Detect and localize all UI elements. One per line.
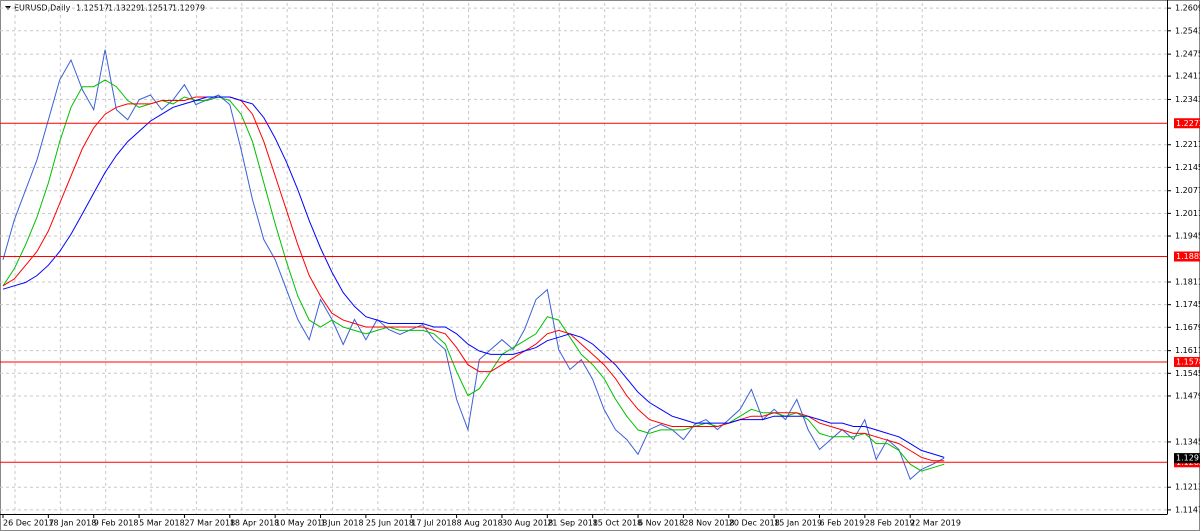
x-tick-label: 15 Jan 2019 bbox=[774, 519, 822, 528]
x-tick-label: 5 Mar 2018 bbox=[139, 519, 185, 528]
y-tick-label: 1.21450 bbox=[1175, 163, 1200, 172]
high: 1.13229 bbox=[108, 4, 141, 13]
level-label: 1.22736 bbox=[1176, 119, 1200, 128]
x-tick-label: 28 Nov 2018 bbox=[683, 519, 734, 528]
x-tick-label: 8 Aug 2018 bbox=[457, 519, 503, 528]
level-tag bbox=[1174, 118, 1200, 129]
y-tick-label: 1.16790 bbox=[1175, 323, 1200, 332]
y-tick-label: 1.17450 bbox=[1175, 300, 1200, 309]
y-tick-label: 1.25430 bbox=[1175, 26, 1200, 35]
x-tick-label: 6 Nov 2018 bbox=[638, 519, 684, 528]
x-tick-label: 25 Jun 2018 bbox=[366, 519, 414, 528]
level-tag bbox=[1174, 356, 1200, 367]
y-tick-label: 1.20770 bbox=[1175, 186, 1200, 195]
x-tick-label: 30 Aug 2018 bbox=[502, 519, 553, 528]
x-tick-label: 9 Feb 2018 bbox=[94, 519, 139, 528]
level-label: 1.15780 bbox=[1176, 357, 1200, 366]
x-tick-label: 10 May 2018 bbox=[275, 519, 327, 528]
series-line bbox=[2, 96, 945, 462]
x-tick-label: 22 Mar 2019 bbox=[910, 519, 961, 528]
y-tick-label: 1.12130 bbox=[1175, 483, 1200, 492]
y-tick-label: 1.24110 bbox=[1175, 72, 1200, 81]
x-tick-label: 1 Jun 2018 bbox=[321, 519, 364, 528]
x-tick-label: 17 Jul 2018 bbox=[411, 519, 456, 528]
price-tag bbox=[1174, 453, 1200, 464]
level-tag bbox=[1174, 251, 1200, 262]
y-tick-label: 1.18110 bbox=[1175, 278, 1200, 287]
y-tick-label: 1.22110 bbox=[1175, 140, 1200, 149]
x-tick-label: 20 Dec 2018 bbox=[729, 519, 780, 528]
x-tick-label: 18 Apr 2018 bbox=[230, 519, 279, 528]
x-tick-label: 28 Feb 2019 bbox=[865, 519, 915, 528]
x-tick-label: 27 Mar 2018 bbox=[184, 519, 235, 528]
y-tick-label: 1.19450 bbox=[1175, 232, 1200, 241]
x-tick-label: 26 Dec 2017 bbox=[3, 519, 54, 528]
x-tick-label: 15 Oct 2018 bbox=[593, 519, 642, 528]
x-tick-label: 21 Sep 2018 bbox=[547, 519, 598, 528]
x-tick-label: 6 Feb 2019 bbox=[819, 519, 864, 528]
y-tick-label: 1.14790 bbox=[1175, 391, 1200, 400]
y-tick-label: 1.23430 bbox=[1175, 95, 1200, 104]
x-tick-label: 18 Jan 2018 bbox=[48, 519, 96, 528]
y-tick-label: 1.11470 bbox=[1175, 505, 1200, 514]
y-tick-label: 1.15450 bbox=[1175, 369, 1200, 378]
y-tick-label: 1.26090 bbox=[1175, 4, 1200, 13]
y-tick-label: 1.16110 bbox=[1175, 346, 1200, 355]
price-tag-label: 1.12979 bbox=[1176, 454, 1200, 463]
y-tick-label: 1.20110 bbox=[1175, 209, 1200, 218]
level-label: 1.18853 bbox=[1176, 252, 1200, 261]
series-line bbox=[2, 96, 945, 458]
y-tick-label: 1.13450 bbox=[1175, 437, 1200, 446]
y-tick-label: 1.24750 bbox=[1175, 50, 1200, 59]
